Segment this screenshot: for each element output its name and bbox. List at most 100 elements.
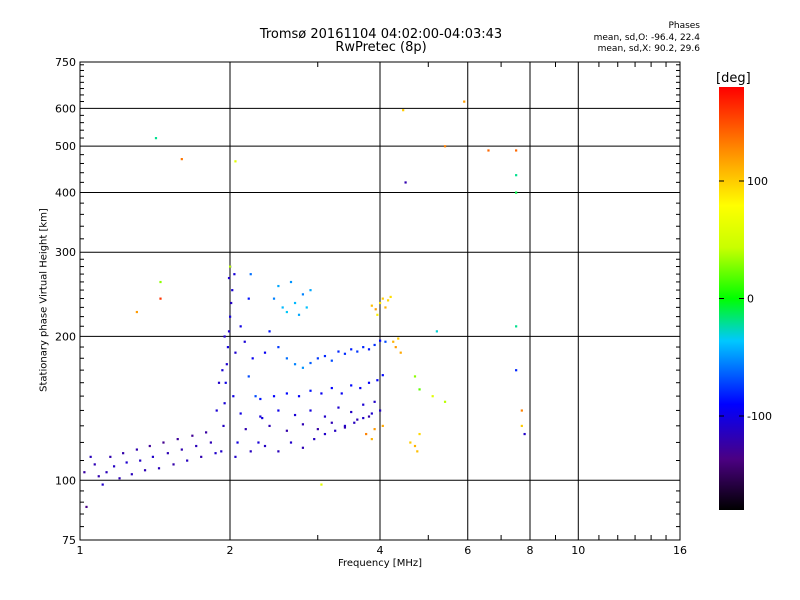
data-point	[330, 386, 333, 390]
data-point	[413, 444, 417, 448]
colorbar-label: [deg]	[716, 71, 751, 86]
data-point	[200, 455, 203, 458]
plot-frame	[79, 61, 681, 541]
data-point	[340, 392, 343, 395]
data-point	[148, 444, 151, 448]
data-point	[389, 295, 392, 299]
data-point	[236, 441, 239, 444]
data-point	[409, 441, 412, 444]
data-point	[367, 381, 371, 384]
data-point	[301, 293, 305, 296]
data-point	[162, 441, 165, 444]
data-point	[254, 395, 257, 398]
y-tick-label: 400	[55, 186, 76, 199]
data-point	[301, 423, 305, 426]
y-tick-labels: 75 100 200 300 400 500 600 750	[55, 56, 76, 547]
y-tick-label: 100	[55, 474, 76, 487]
data-point	[272, 297, 276, 300]
data-point	[223, 402, 226, 405]
data-point	[301, 366, 305, 369]
x-tick-label: 4	[377, 544, 384, 557]
axis-ticks	[80, 62, 680, 540]
data-point	[135, 448, 138, 451]
data-point	[277, 346, 280, 349]
data-point	[247, 375, 250, 378]
data-point	[139, 459, 142, 462]
data-point	[515, 369, 518, 372]
data-point	[334, 429, 337, 432]
data-point	[186, 459, 189, 462]
data-point	[209, 441, 212, 444]
data-point	[180, 158, 183, 161]
data-point	[101, 483, 104, 486]
data-point	[487, 149, 490, 152]
data-point	[316, 428, 319, 431]
data-point	[362, 416, 365, 420]
data-point	[431, 395, 434, 398]
data-point	[243, 340, 246, 343]
data-point	[89, 455, 92, 458]
data-point	[370, 412, 373, 415]
data-point	[362, 403, 365, 406]
data-point	[263, 444, 267, 448]
data-point	[394, 346, 397, 349]
data-point	[231, 289, 234, 292]
data-point	[379, 409, 382, 412]
data-point	[520, 424, 523, 428]
x-tick-label: 16	[673, 544, 687, 557]
data-point	[309, 361, 312, 365]
data-point	[157, 467, 161, 470]
data-point	[381, 374, 384, 377]
data-point	[435, 330, 438, 333]
data-point	[268, 424, 271, 428]
data-point	[226, 346, 230, 349]
data-point	[443, 145, 447, 148]
y-tick-label: 75	[62, 534, 76, 547]
data-point	[221, 369, 224, 372]
data-point	[293, 363, 297, 366]
data-points	[83, 100, 526, 509]
data-point	[313, 437, 316, 441]
data-point	[93, 463, 96, 466]
data-point	[195, 444, 198, 448]
chart-subtitle: RwPretec (8p)	[335, 40, 427, 55]
data-point	[249, 450, 252, 453]
grid-lines	[79, 61, 681, 541]
x-tick-label: 2	[227, 544, 234, 557]
data-point	[261, 416, 264, 420]
data-point	[259, 397, 262, 401]
data-point	[122, 452, 125, 455]
data-point	[293, 413, 297, 417]
data-point	[399, 351, 402, 354]
data-point	[337, 406, 340, 409]
data-point	[289, 441, 293, 444]
data-point	[234, 351, 237, 354]
data-point	[159, 297, 162, 300]
data-point	[353, 421, 356, 424]
y-tick-label: 300	[55, 246, 76, 259]
x-tick-label: 1	[77, 544, 84, 557]
data-point	[356, 350, 359, 353]
data-point	[305, 306, 308, 309]
data-point	[343, 352, 347, 355]
data-point	[281, 306, 284, 309]
y-tick-label: 750	[55, 56, 76, 69]
data-point	[402, 109, 405, 112]
data-point	[268, 330, 271, 333]
data-point	[285, 392, 288, 395]
data-point	[251, 357, 254, 360]
data-point	[259, 415, 262, 418]
data-point	[384, 340, 387, 343]
y-tick-label: 200	[55, 330, 76, 343]
data-point	[229, 315, 232, 318]
data-point	[323, 415, 327, 418]
data-point	[277, 284, 280, 288]
data-point	[159, 280, 162, 284]
colorbar-tick-label: 100	[747, 175, 768, 188]
data-point	[320, 392, 323, 395]
data-point	[239, 412, 242, 415]
colorbar-tick-label: 0	[747, 293, 754, 306]
data-point	[166, 452, 169, 455]
data-point	[222, 424, 225, 428]
data-point	[214, 452, 217, 455]
